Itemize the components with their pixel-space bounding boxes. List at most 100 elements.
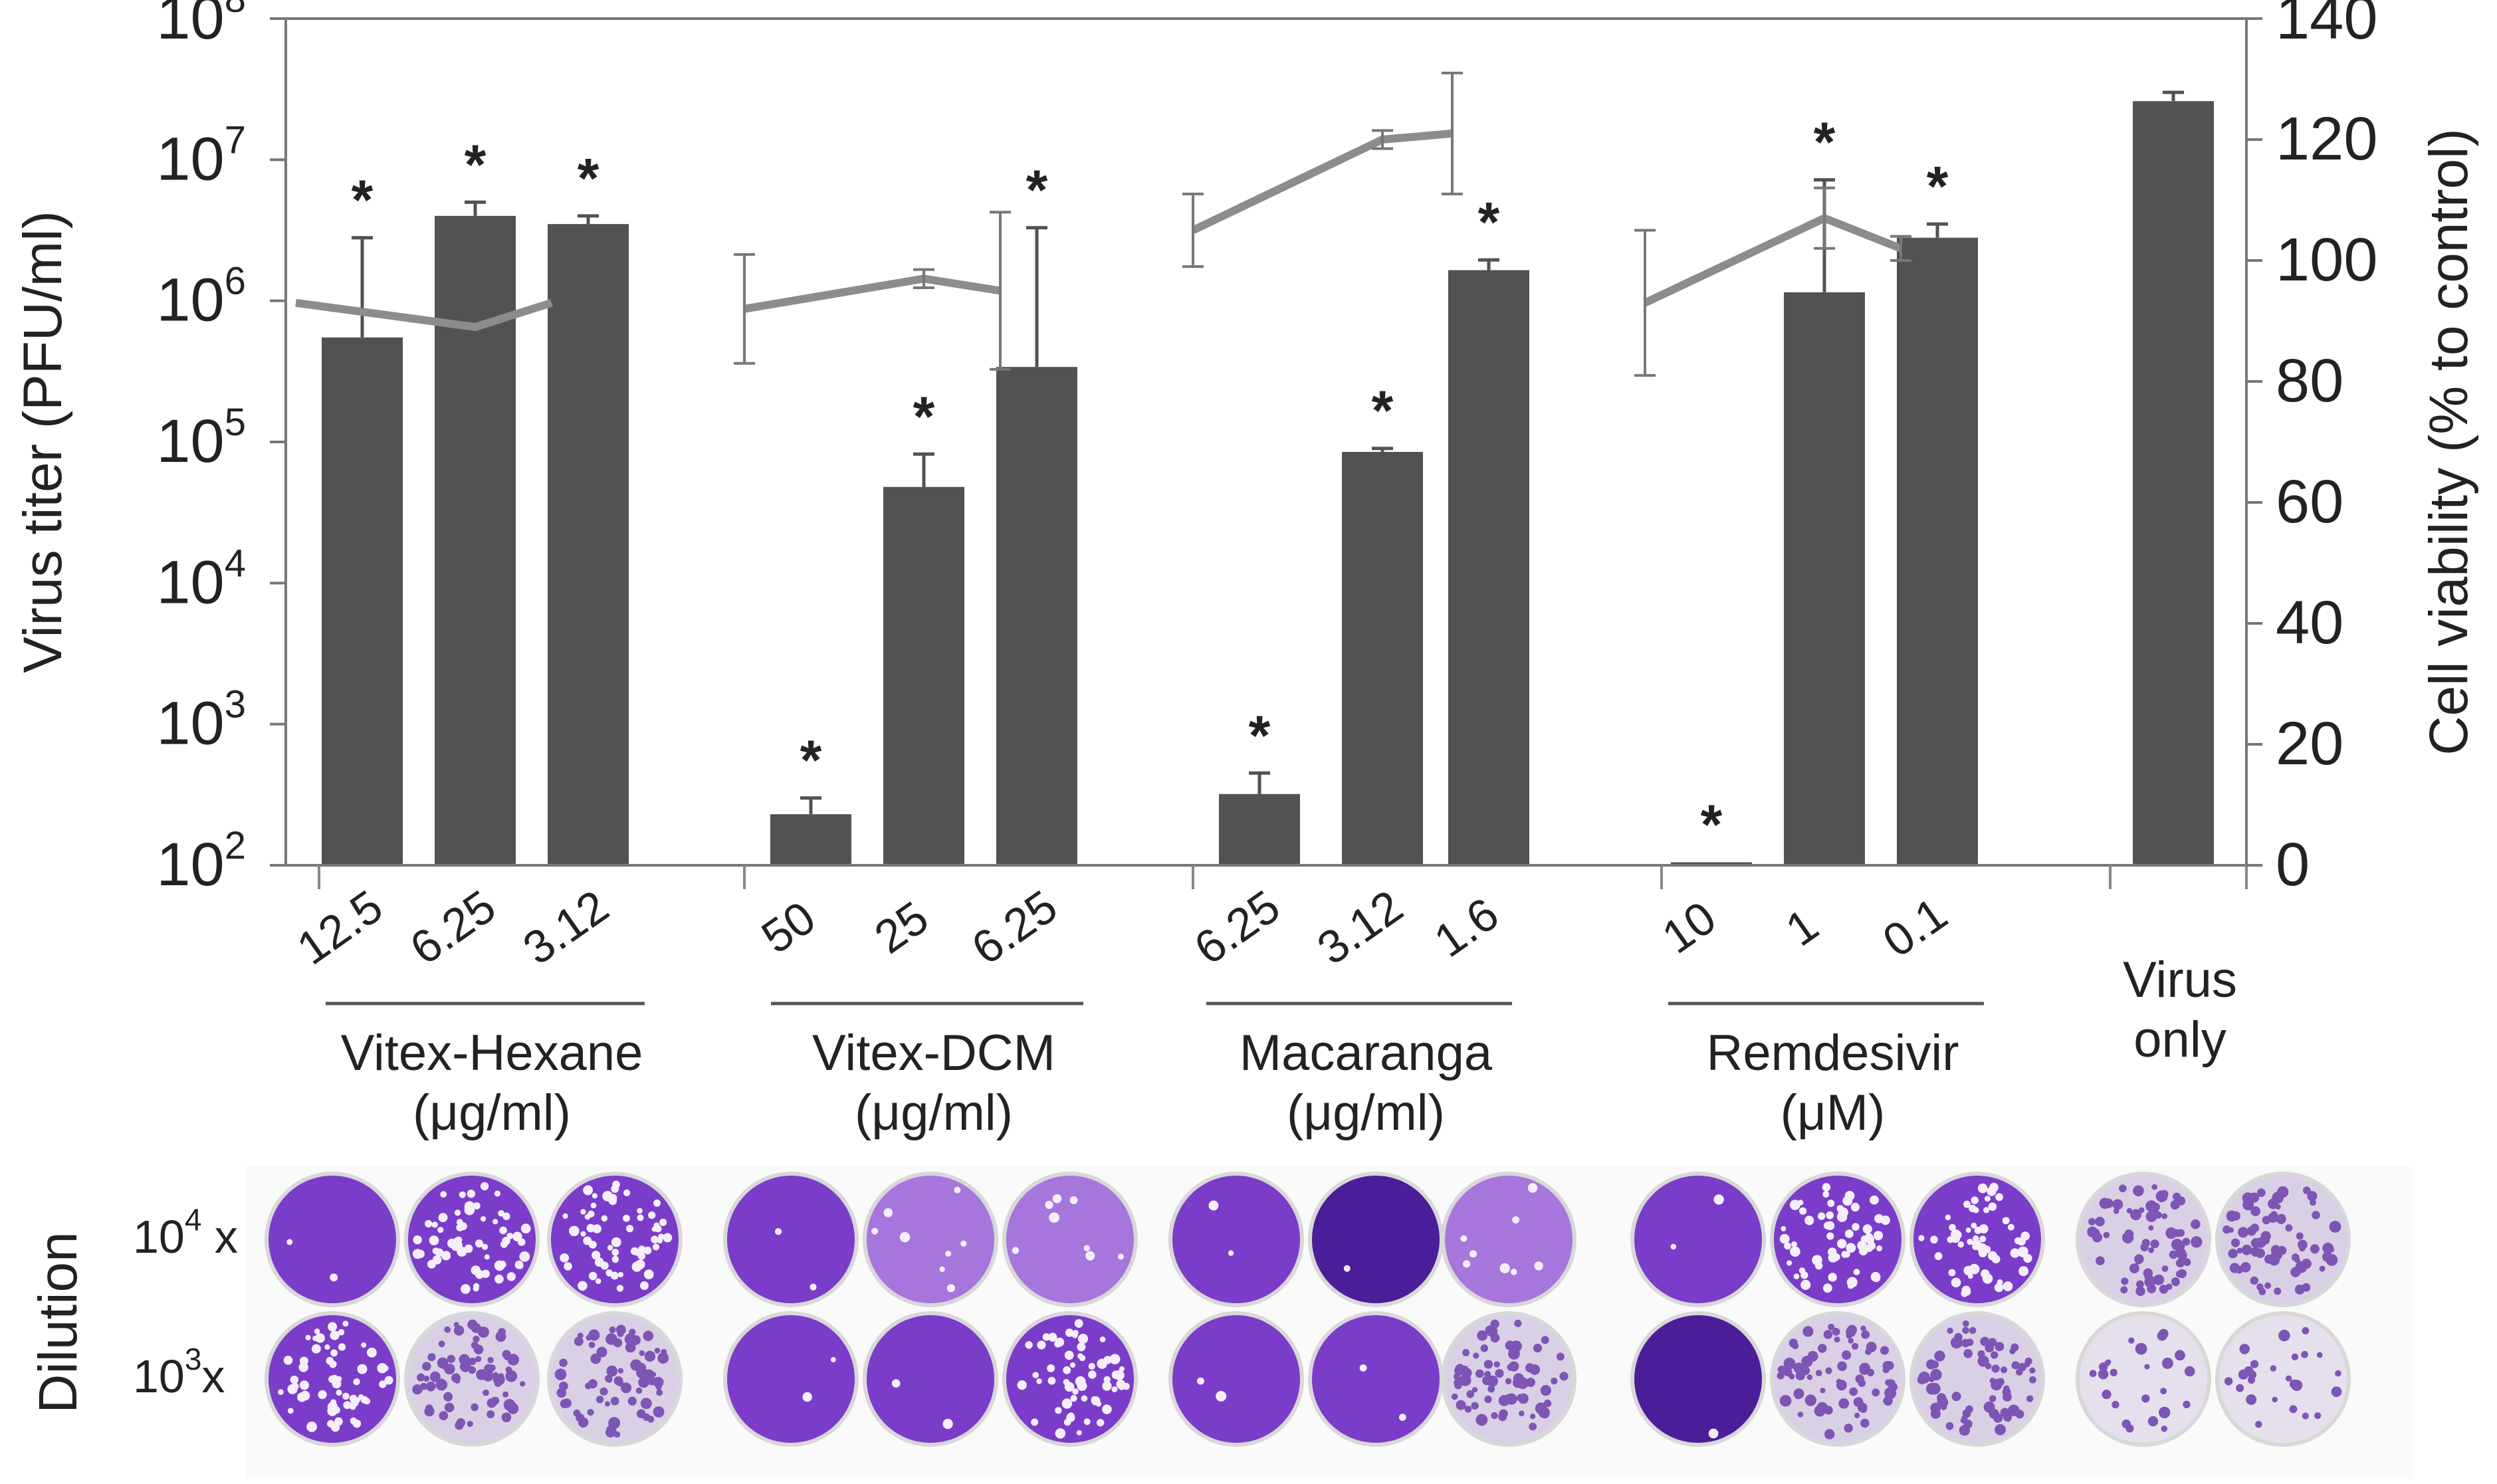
plaque-spot (299, 1380, 309, 1390)
plaque-spot (871, 1227, 879, 1235)
plaque-spot (2184, 1366, 2195, 1377)
plaque-spot (609, 1194, 617, 1202)
plaque-spot (564, 1262, 572, 1271)
plaque-spot (464, 1201, 475, 1212)
plaque-spot (1994, 1283, 2004, 1293)
plaque-spot (635, 1387, 643, 1394)
plaque-spot (2175, 1270, 2183, 1278)
plaque-spot (412, 1249, 423, 1259)
plaque-spot (1862, 1224, 1872, 1234)
plaque-spot (619, 1326, 625, 1332)
plaque-spot (2134, 1254, 2144, 1264)
plaque-spot (639, 1350, 645, 1356)
plaque-spot (2286, 1375, 2292, 1382)
plaque-spot (2183, 1258, 2191, 1266)
plaque-spot (439, 1411, 449, 1421)
category-tick-label: 6.25 (1185, 880, 1289, 974)
plaque-spot (2223, 1225, 2231, 1234)
plaque-dish (727, 1176, 855, 1303)
plaque-spot (1507, 1363, 1515, 1371)
plaque-dish (1634, 1176, 1762, 1303)
plaque-spot (1825, 1221, 1835, 1230)
plaque-spot (637, 1208, 643, 1214)
plaque-spot (620, 1382, 632, 1394)
plaque-spot (441, 1251, 451, 1261)
plaque-spot (653, 1222, 660, 1229)
plaque-spot (338, 1328, 345, 1336)
plaque-spot (444, 1326, 451, 1333)
plaque-spot (1713, 1194, 1724, 1205)
plaque-spot (2319, 1265, 2326, 1272)
plaque-spot (661, 1348, 667, 1355)
plaque-spot (2160, 1190, 2169, 1198)
plaque-spot (2029, 1367, 2036, 1374)
plaque-spot (1834, 1336, 1840, 1343)
plaque-spot (1047, 1364, 1055, 1372)
plaque-spot (1485, 1325, 1495, 1335)
plaque-spot (2005, 1415, 2012, 1422)
bar (996, 367, 1077, 865)
plaque-spot (2023, 1253, 2032, 1263)
plaque-spot (663, 1233, 673, 1243)
y-left-tick-label: 104 (156, 542, 246, 616)
plaque-spot (1540, 1385, 1551, 1396)
plaque-spot (1978, 1248, 1987, 1257)
plaque-spot (1097, 1419, 1105, 1427)
plaque-spot (1484, 1395, 1492, 1404)
viability-line (1643, 214, 1903, 307)
plaque-spot (507, 1354, 519, 1366)
plaque-spot (2010, 1248, 2020, 1258)
plaque-spot (2148, 1225, 2154, 1231)
plaque-spot (427, 1353, 436, 1362)
plaque-spot (559, 1358, 568, 1367)
plaque-spot (562, 1213, 568, 1219)
plaque-spot (315, 1333, 325, 1343)
plaque-spot (631, 1261, 642, 1272)
plaque-spot (2024, 1357, 2032, 1365)
plaque-spot (2274, 1287, 2282, 1295)
plaque-spot (1463, 1260, 1471, 1268)
plaque-spot (1882, 1366, 1890, 1374)
plaque-dish (1634, 1315, 1762, 1443)
plaque-spot (471, 1341, 479, 1349)
significance-star: * (1701, 794, 1723, 856)
plaque-spot (1806, 1374, 1813, 1380)
plaque-spot (610, 1396, 619, 1406)
group-label: Virus (2123, 952, 2237, 1008)
plaque-spot (899, 1231, 911, 1243)
plaque-spot (431, 1221, 438, 1228)
plaque-spot (2247, 1376, 2256, 1384)
y-left-axis-title: Virus titer (PFU/ml) (13, 211, 73, 673)
plaque-spot (1860, 1325, 1866, 1332)
plaque-spot (1042, 1333, 1051, 1341)
plaque-spot (286, 1239, 293, 1245)
plaque-spot (366, 1347, 377, 1358)
plaque-spot (1963, 1349, 1973, 1358)
plaque-spot (318, 1390, 327, 1400)
plaque-spot (2314, 1412, 2322, 1420)
plaque-spot (2228, 1249, 2238, 1259)
plaque-spot (1979, 1224, 1989, 1234)
plaque-spot (587, 1409, 594, 1416)
plaque-spot (1067, 1412, 1075, 1420)
y-left-tick-label: 102 (156, 824, 246, 899)
plaque-spot (1872, 1388, 1880, 1397)
plaque-spot (476, 1369, 487, 1380)
plaque-spot (1854, 1412, 1860, 1419)
plaque-spot (278, 1389, 284, 1396)
plaque-spot (2316, 1352, 2323, 1358)
plaque-spot (1483, 1360, 1493, 1369)
plaque-spot (657, 1237, 663, 1243)
plaque-spot (586, 1223, 596, 1233)
plaque-spot (2250, 1247, 2261, 1257)
plaque-spot (942, 1418, 953, 1430)
plaque-spot (2126, 1208, 2133, 1214)
plaque-spot (1514, 1319, 1522, 1327)
plaque-spot (1842, 1350, 1852, 1360)
plaque-spot (2026, 1395, 2034, 1402)
plaque-spot (1083, 1245, 1091, 1251)
bar (1784, 292, 1865, 865)
plaque-spot (1973, 1235, 1979, 1242)
plaque-spot (1962, 1326, 1969, 1334)
plaque-spot (1088, 1362, 1095, 1370)
